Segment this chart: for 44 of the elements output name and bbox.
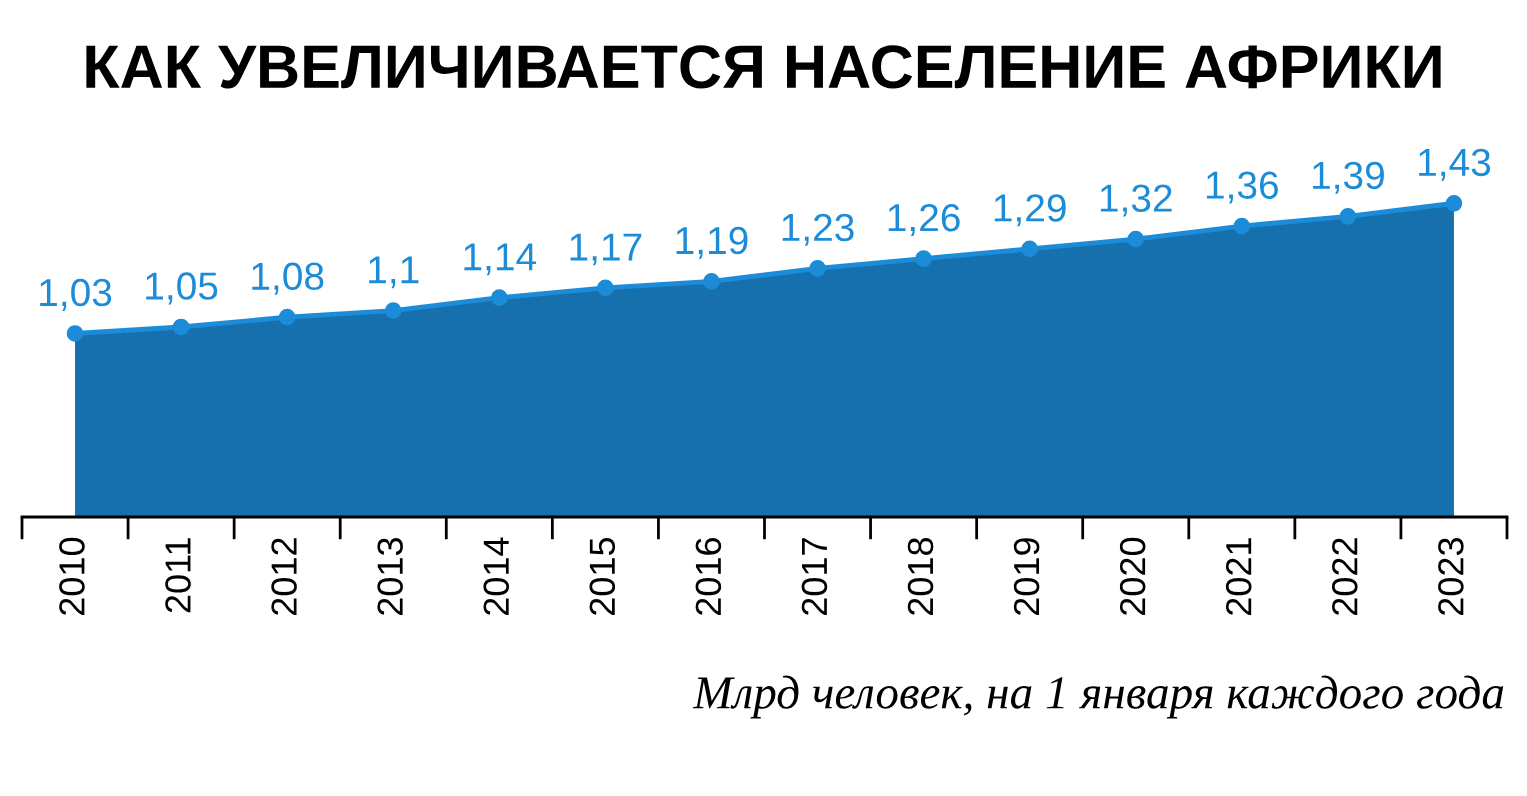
data-label: 1,05 [146, 272, 218, 305]
x-tick-label: 2010 [59, 537, 85, 615]
point [66, 325, 84, 342]
point [384, 302, 402, 320]
point [597, 279, 614, 297]
data-label: 1,32 [1100, 184, 1172, 217]
point [1233, 217, 1251, 235]
data-label: 1,1 [369, 256, 419, 289]
point [703, 273, 720, 290]
point [915, 250, 932, 267]
x-tick-label: 2013 [377, 538, 403, 615]
point [809, 260, 826, 277]
point [490, 289, 508, 307]
data-label: 1,26 [888, 203, 960, 237]
point [172, 318, 190, 336]
point [278, 308, 296, 326]
data-label: 1,14 [464, 243, 537, 276]
point [1021, 240, 1039, 258]
x-tick-label: 2014 [483, 537, 510, 615]
data-label: 1,29 [994, 194, 1066, 227]
point [1127, 230, 1145, 248]
x-tick-label: 2016 [695, 538, 722, 615]
x-tick-label: 2021 [1225, 538, 1252, 615]
text: Млрд человек, на 1 января каждого года [692, 675, 1504, 719]
data-label: 1,36 [1206, 171, 1278, 204]
point [1339, 207, 1357, 225]
data-label: 1,19 [676, 226, 748, 259]
data-label: 1,39 [1313, 161, 1384, 194]
data-label: 1,17 [570, 233, 642, 266]
x-tick-label: 2022 [1332, 538, 1358, 615]
x-tick-label: 2023 [1438, 538, 1464, 615]
point [1445, 194, 1463, 212]
x-tick-label: 2011 [165, 538, 191, 613]
x-tick-label: 2015 [589, 537, 616, 615]
data-label: 1,03 [40, 278, 112, 311]
x-tick-label: 2019 [1013, 538, 1040, 615]
data-label: 1,43 [1419, 148, 1491, 181]
x-tick-label: 2012 [271, 538, 297, 615]
data-label: 1,23 [782, 213, 854, 246]
data-label: 1,08 [252, 262, 324, 295]
x-tick-label: 2020 [1119, 537, 1146, 615]
chart-title: КАК УВЕЛИЧИВАЕТСЯ НАСЕЛЕНИЕ АФРИКИ [86, 45, 1441, 89]
x-tick-label: 2017 [801, 538, 828, 615]
x-tick-label: 2018 [907, 538, 934, 615]
